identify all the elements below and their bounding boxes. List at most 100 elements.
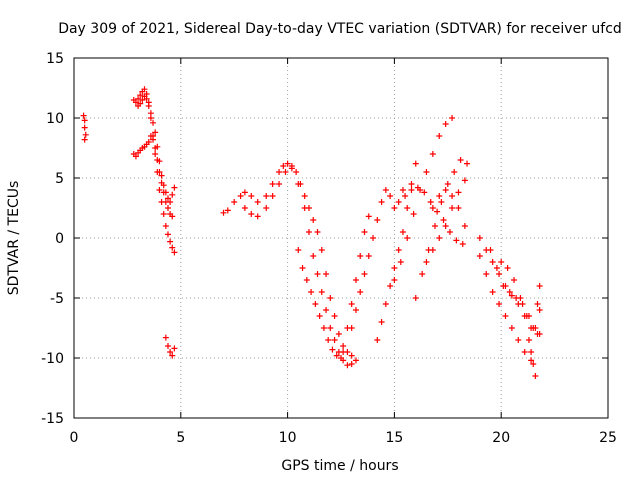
- series-seg-16-18h-d: [423, 177, 468, 265]
- data-point: [449, 115, 456, 121]
- data-point: [327, 295, 334, 301]
- data-point: [318, 247, 325, 253]
- data-point: [340, 349, 347, 355]
- data-point: [331, 313, 338, 319]
- data-point: [316, 313, 323, 319]
- data-point: [459, 241, 466, 247]
- data-point: [160, 211, 167, 217]
- data-points: [80, 86, 543, 379]
- data-point: [442, 187, 449, 193]
- data-point: [446, 229, 453, 235]
- y-tick-label: 15: [46, 51, 64, 67]
- data-point: [331, 337, 338, 343]
- data-point: [523, 313, 530, 319]
- data-point: [280, 163, 287, 169]
- data-point: [391, 265, 398, 271]
- y-tick-label: -10: [41, 351, 64, 367]
- data-point: [320, 325, 327, 331]
- data-point: [421, 189, 428, 196]
- data-point: [167, 238, 174, 245]
- data-point: [431, 223, 438, 229]
- data-point: [361, 229, 368, 235]
- data-point: [164, 195, 171, 202]
- data-point: [429, 151, 436, 157]
- data-point: [438, 199, 445, 205]
- data-point: [442, 121, 449, 127]
- data-point: [308, 289, 315, 295]
- series-seg-13-15h-rise: [348, 187, 406, 331]
- data-point: [169, 352, 176, 359]
- data-point: [241, 205, 248, 211]
- data-point: [449, 205, 456, 211]
- data-point: [455, 189, 462, 196]
- data-point: [220, 209, 227, 216]
- data-point: [378, 319, 385, 325]
- data-point: [489, 259, 496, 265]
- data-point: [412, 160, 419, 167]
- data-point: [154, 143, 161, 150]
- data-point: [156, 187, 163, 193]
- x-tick-label: 20: [492, 430, 510, 446]
- data-point: [147, 110, 154, 117]
- data-point: [171, 345, 178, 352]
- data-point: [164, 231, 171, 238]
- data-point: [160, 182, 167, 189]
- data-point: [169, 244, 176, 251]
- x-axis-label: GPS time / hours: [281, 458, 398, 474]
- data-point: [241, 189, 248, 196]
- data-point: [536, 283, 543, 289]
- data-point: [361, 271, 368, 277]
- data-point: [404, 205, 411, 211]
- data-point: [132, 99, 139, 106]
- data-point: [150, 119, 157, 126]
- data-point: [162, 223, 169, 229]
- data-point: [81, 136, 88, 143]
- data-point: [374, 337, 381, 343]
- data-point: [427, 199, 434, 205]
- data-point: [402, 193, 409, 199]
- data-point: [152, 129, 159, 136]
- data-point: [167, 199, 174, 205]
- data-point: [496, 301, 503, 307]
- data-point: [530, 325, 537, 331]
- data-point: [502, 313, 509, 319]
- data-point: [141, 86, 148, 93]
- data-point: [282, 169, 289, 175]
- data-point: [525, 337, 532, 343]
- data-point: [310, 253, 317, 259]
- data-point: [314, 271, 321, 277]
- x-tick-label: 5: [176, 430, 185, 446]
- series-seg-20-22h-d: [498, 259, 543, 331]
- data-point: [254, 199, 261, 205]
- data-point: [152, 151, 159, 157]
- data-point: [429, 205, 436, 211]
- data-point: [288, 165, 295, 172]
- data-point: [348, 361, 355, 367]
- data-point: [329, 346, 336, 353]
- data-point: [397, 259, 404, 265]
- data-point: [327, 325, 334, 331]
- data-point: [519, 301, 526, 307]
- data-point: [348, 352, 355, 359]
- y-tick-label: 5: [55, 171, 64, 187]
- data-point: [132, 153, 139, 160]
- data-point: [340, 343, 347, 349]
- data-point: [382, 187, 389, 193]
- data-point: [399, 229, 406, 235]
- series-seg-17-18h-e: [429, 187, 468, 229]
- data-point: [338, 355, 344, 361]
- data-point: [348, 301, 355, 307]
- data-point: [461, 177, 468, 184]
- data-point: [237, 193, 244, 199]
- data-point: [276, 181, 283, 187]
- data-point: [453, 237, 460, 244]
- x-tick-label: 10: [279, 430, 297, 446]
- data-point: [224, 207, 231, 214]
- data-point: [80, 112, 87, 119]
- data-point: [147, 133, 154, 139]
- series-seg-12-14h-rise: [340, 213, 372, 355]
- data-point: [449, 193, 456, 199]
- data-point: [412, 295, 419, 301]
- data-point: [158, 172, 165, 179]
